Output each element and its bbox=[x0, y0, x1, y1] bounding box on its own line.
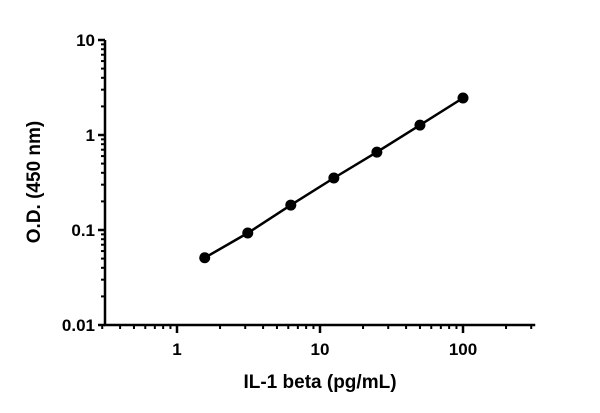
plot-area bbox=[199, 92, 469, 264]
x-axis-title: IL-1 beta (pg/mL) bbox=[243, 372, 396, 393]
y-tick-label: 10 bbox=[76, 31, 95, 50]
y-tick-label: 0.1 bbox=[71, 221, 95, 240]
y-axis-title: O.D. (450 nm) bbox=[24, 121, 45, 243]
x-tick-label: 100 bbox=[449, 340, 477, 359]
data-point bbox=[328, 172, 340, 184]
x-axis: 1 10 100 bbox=[101, 323, 536, 359]
x-tick-label: 1 bbox=[172, 340, 181, 359]
data-point bbox=[371, 146, 383, 158]
y-tick-label: 1 bbox=[86, 126, 95, 145]
data-point bbox=[414, 119, 426, 131]
x-tick-label: 10 bbox=[311, 340, 330, 359]
data-point bbox=[285, 199, 297, 211]
data-point bbox=[199, 252, 211, 264]
y-axis: 0.01 0.1 1 10 bbox=[62, 31, 107, 335]
y-tick-label: 0.01 bbox=[62, 316, 95, 335]
data-point bbox=[457, 92, 469, 104]
data-point bbox=[242, 227, 254, 239]
